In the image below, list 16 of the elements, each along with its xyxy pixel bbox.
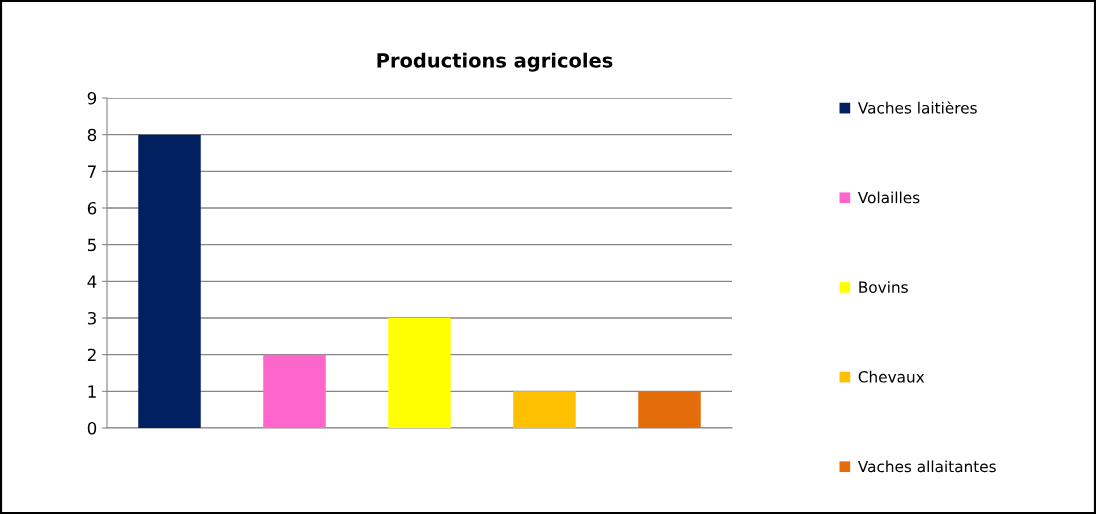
legend-label: Vaches allaitantes <box>857 460 996 473</box>
y-tick-label: 1 <box>88 385 96 398</box>
y-tick-label: 5 <box>87 238 96 252</box>
y-tick-label: 0 <box>87 421 97 435</box>
legend-label: Chevaux <box>858 370 925 383</box>
y-tick-label: 2 <box>87 348 96 361</box>
legend-label: Vaches laitières <box>857 101 977 114</box>
y-tick-label: 7 <box>88 165 96 178</box>
y-tick-label: 6 <box>87 201 97 215</box>
y-tick-label: 8 <box>87 128 97 142</box>
legend-label: Volailles <box>857 191 920 204</box>
y-tick-label: 9 <box>87 91 97 105</box>
y-tick-label: 4 <box>87 275 97 288</box>
legend-label: Bovins <box>859 281 908 293</box>
y-tick-label: 3 <box>87 311 96 325</box>
chart-title: Productions agricoles <box>377 52 613 72</box>
